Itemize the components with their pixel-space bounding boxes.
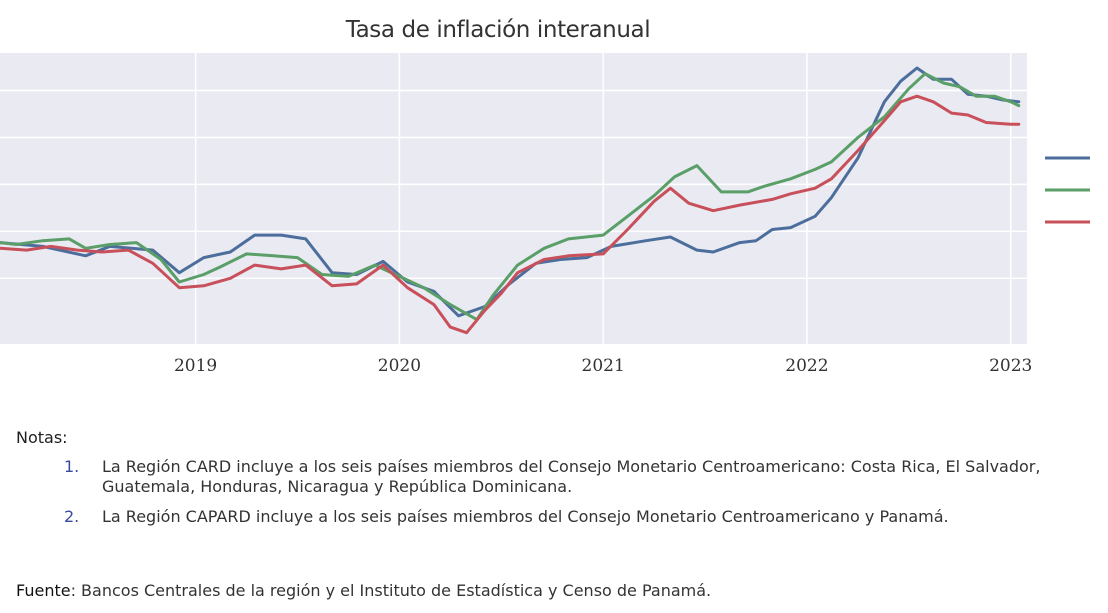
line-chart: 2019 2020 2021 2022 2023 bbox=[0, 53, 1090, 376]
source-label: Fuente bbox=[16, 581, 71, 600]
x-tick-label: 2022 bbox=[785, 356, 828, 376]
note-item: 1. La Región CARD incluye a los seis paí… bbox=[16, 457, 1101, 497]
notes-list: 1. La Región CARD incluye a los seis paí… bbox=[16, 457, 1101, 527]
notes-section: Notas: 1. La Región CARD incluye a los s… bbox=[16, 428, 1101, 537]
notes-label: Notas: bbox=[16, 428, 68, 447]
chart-title: Tasa de inflación interanual bbox=[345, 17, 651, 43]
source-line: Fuente: Bancos Centrales de la región y … bbox=[16, 581, 711, 600]
source-text: : Bancos Centrales de la región y el Ins… bbox=[70, 581, 712, 600]
series-line-1 bbox=[0, 66, 1021, 318]
x-tick-label: 2020 bbox=[378, 356, 421, 376]
series-line-2 bbox=[0, 72, 1021, 322]
note-number: 2. bbox=[64, 507, 80, 526]
note-text: La Región CARD incluye a los seis países… bbox=[102, 457, 1041, 496]
plot-area bbox=[0, 53, 1027, 344]
x-tick-label: 2019 bbox=[174, 356, 217, 376]
note-text: La Región CAPARD incluye a los seis país… bbox=[102, 507, 949, 526]
x-tick-label: 2023 bbox=[989, 356, 1032, 376]
note-number: 1. bbox=[64, 457, 80, 476]
x-tick-label: 2021 bbox=[582, 356, 625, 376]
note-item: 2. La Región CAPARD incluye a los seis p… bbox=[16, 507, 1101, 527]
series-line-3 bbox=[0, 94, 1021, 335]
